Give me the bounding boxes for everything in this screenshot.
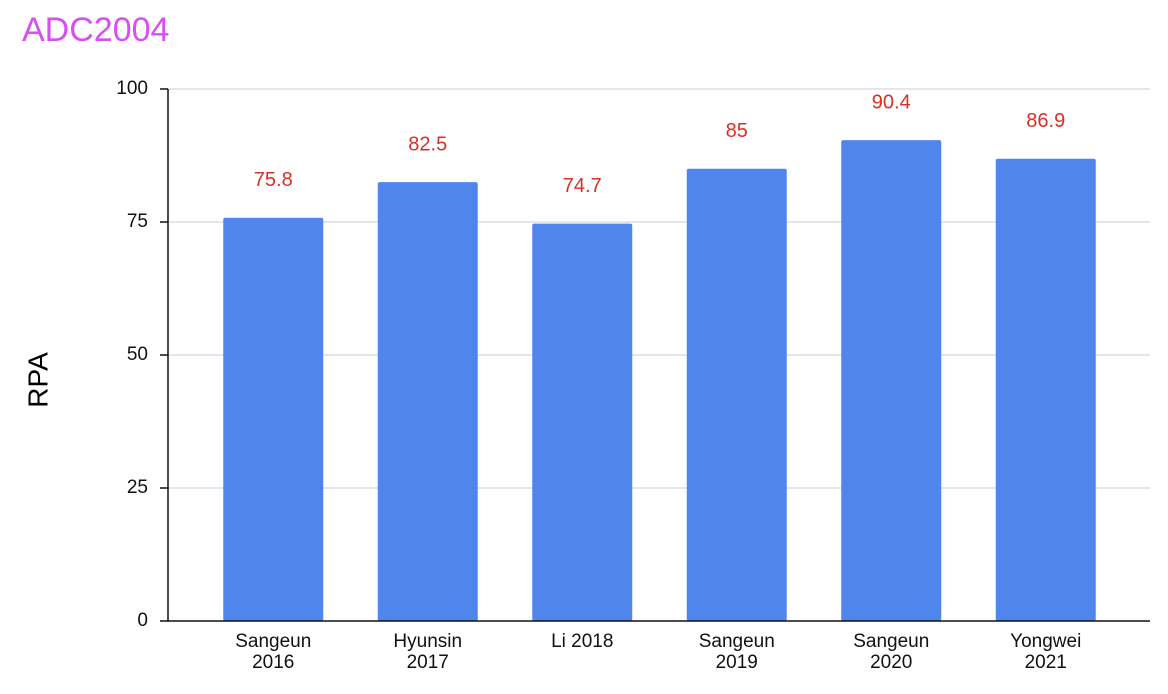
value-label: 74.7: [563, 175, 602, 197]
value-label: 82.5: [408, 133, 447, 155]
y-tick-label: 0: [137, 610, 148, 631]
y-tick-label: 50: [127, 344, 148, 365]
bar: [377, 182, 478, 621]
chart-title: ADC2004: [22, 11, 169, 49]
bar: [686, 168, 787, 622]
value-label: 75.8: [254, 169, 293, 191]
x-tick-label: Li 2018: [551, 631, 614, 652]
value-label: 86.9: [1026, 110, 1065, 132]
x-tick-label: Yongwei 2021: [1010, 631, 1082, 673]
y-tick-label: 75: [127, 211, 148, 232]
y-axis-label: RPA: [22, 352, 53, 408]
y-tick-label: 100: [116, 78, 148, 99]
bar: [223, 217, 324, 621]
x-tick-label: Sangeun 2016: [235, 631, 312, 673]
value-label: 90.4: [872, 91, 911, 113]
x-tick-label: Sangeun 2019: [698, 631, 775, 673]
x-tick-label: Sangeun 2020: [853, 631, 930, 673]
bar: [995, 158, 1096, 621]
x-tick-label: Hyunsin 2017: [393, 631, 463, 673]
value-label: 85: [726, 120, 748, 142]
y-tick-label: 25: [127, 477, 148, 498]
bar: [841, 140, 942, 621]
bar: [532, 223, 633, 621]
